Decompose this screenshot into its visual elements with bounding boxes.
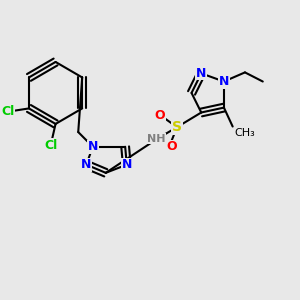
Text: N: N	[219, 75, 229, 88]
Text: Cl: Cl	[44, 139, 57, 152]
Text: S: S	[172, 120, 182, 134]
Text: N: N	[81, 158, 92, 171]
Text: N: N	[196, 67, 206, 80]
Text: O: O	[155, 109, 166, 122]
Text: Cl: Cl	[1, 105, 14, 118]
Text: O: O	[167, 140, 177, 153]
Text: N: N	[88, 140, 98, 153]
Text: CH₃: CH₃	[234, 128, 255, 138]
Text: NH: NH	[147, 134, 165, 144]
Text: N: N	[122, 158, 132, 171]
